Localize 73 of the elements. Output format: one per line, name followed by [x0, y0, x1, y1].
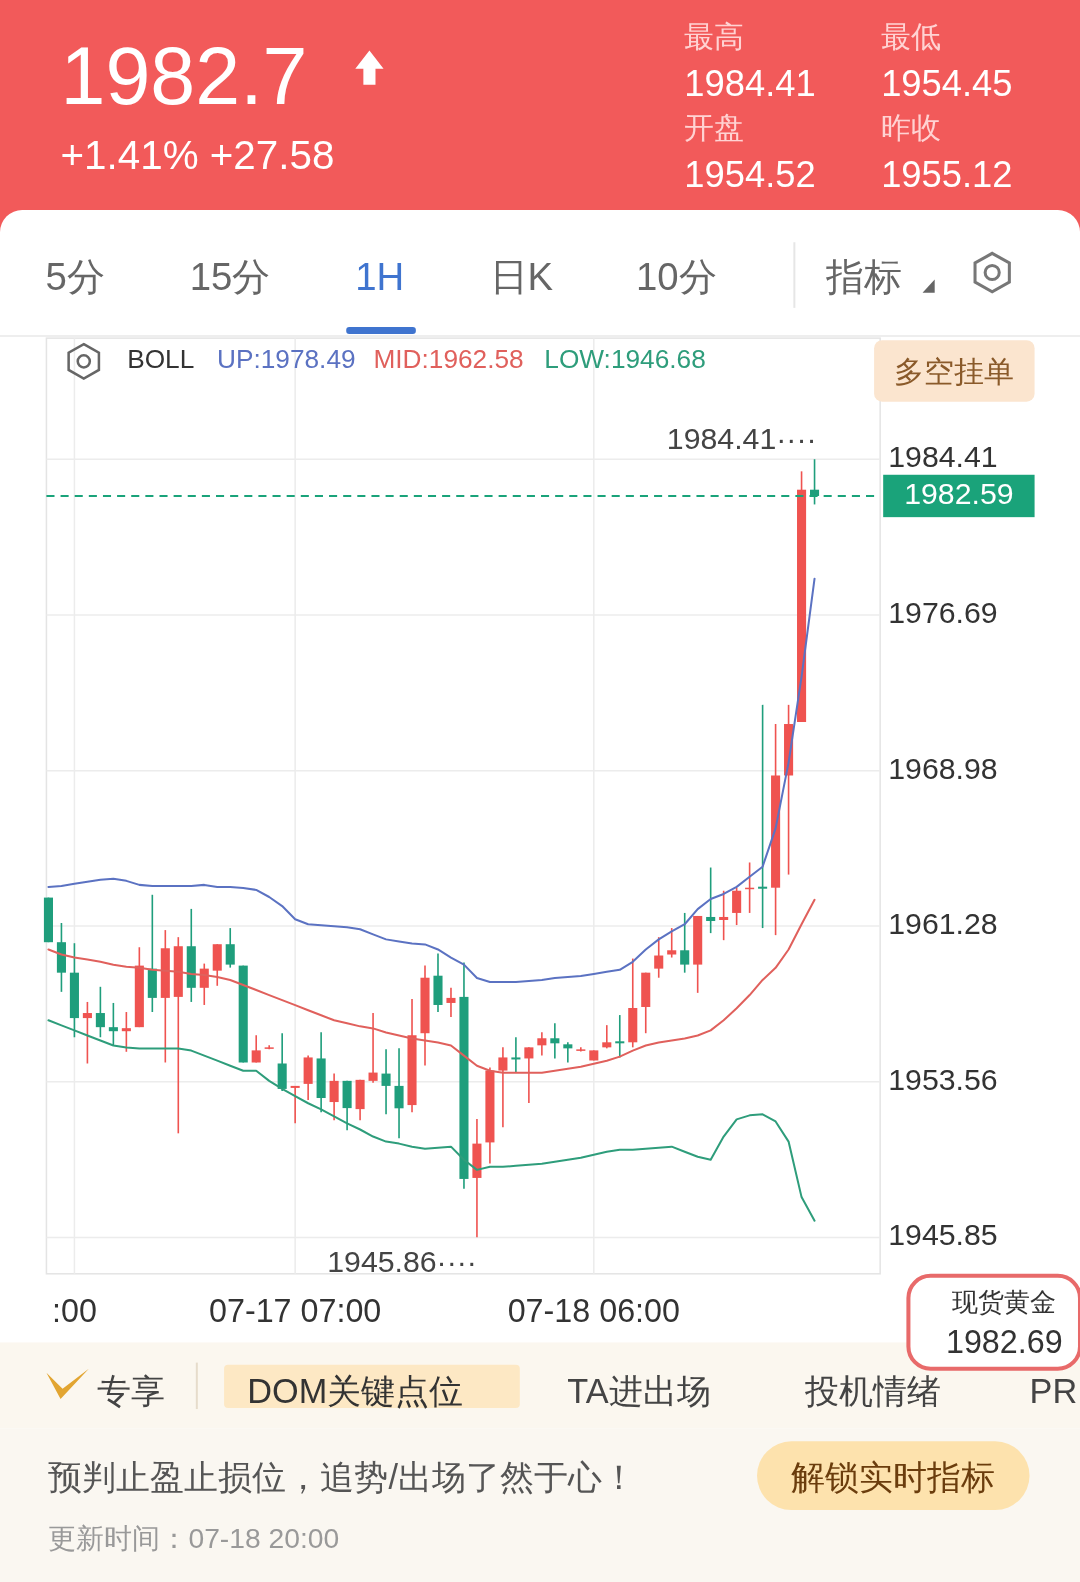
- candlestick: [524, 1046, 534, 1104]
- text: 指标: [824, 254, 902, 298]
- x-tick-label: 07-17 07:00: [208, 1293, 382, 1330]
- candlestick: [680, 912, 690, 974]
- text: MID:1962.58: [373, 344, 524, 375]
- candlestick: [251, 1034, 261, 1064]
- line-series: [47, 577, 816, 983]
- ref-line-label: 1982.59: [904, 476, 1014, 510]
- text: 15分: [189, 254, 271, 298]
- candlestick: [108, 1002, 118, 1047]
- candlestick: [732, 886, 742, 926]
- candlestick: [225, 927, 235, 969]
- text: 专享: [96, 1372, 165, 1410]
- text: +1.41% +27.58: [60, 131, 335, 178]
- legend-title: BOLL: [127, 344, 195, 375]
- candlestick: [381, 1048, 391, 1116]
- candlestick: [82, 1001, 92, 1065]
- text: 现货黄金: [952, 1287, 1057, 1318]
- candlestick: [446, 987, 456, 1018]
- candlestick: [719, 889, 729, 941]
- y-tick-label: 1953.56: [888, 1062, 998, 1096]
- annotation: 1945.86····: [327, 1244, 477, 1278]
- text: 1H: [355, 254, 405, 298]
- text: UP:1978.49: [217, 344, 356, 375]
- candlestick: [654, 936, 664, 979]
- text: 1982.69: [945, 1323, 1063, 1360]
- candlestick: [550, 1022, 560, 1060]
- text: 1955.12: [881, 153, 1013, 195]
- y-tick-label: 1984.41: [888, 440, 998, 474]
- text: 多空挂单: [893, 354, 1014, 388]
- text: 最高: [684, 20, 745, 54]
- text: 投机情绪: [804, 1372, 942, 1410]
- text: 1954.52: [684, 153, 816, 195]
- y-tick-label: 1976.69: [888, 596, 998, 630]
- candlestick: [368, 1012, 378, 1084]
- candlestick: [290, 1085, 300, 1125]
- candlestick: [667, 927, 677, 959]
- text: DOM关键点位: [247, 1372, 464, 1410]
- text: 1984.41: [684, 62, 816, 104]
- text: LOW:1946.68: [544, 344, 706, 375]
- x-tick-label: :00: [51, 1293, 97, 1330]
- text: 最低: [881, 20, 942, 54]
- candlestick: [602, 1024, 612, 1050]
- candlestick: [758, 704, 768, 929]
- candlestick: [615, 1014, 625, 1059]
- candlestick: [394, 1047, 404, 1140]
- x-tick-label: 07-18 06:00: [507, 1293, 680, 1330]
- text: 解锁实时指标: [791, 1457, 996, 1496]
- candlestick: [95, 985, 105, 1039]
- text: 1982.7: [60, 30, 308, 121]
- annotation: 1984.41····: [666, 422, 817, 456]
- text: 开盘: [684, 111, 745, 145]
- line-series: [47, 1019, 816, 1222]
- candlestick: [706, 866, 716, 934]
- candlestick: [563, 1041, 573, 1064]
- text: 5分: [45, 254, 105, 298]
- line-series: [47, 898, 816, 1074]
- candlestick: [498, 1046, 508, 1129]
- text: 预判止盈止损位，追势/出场了然于心！: [48, 1457, 636, 1496]
- text: 日K: [489, 254, 554, 298]
- text: 1954.45: [881, 62, 1013, 104]
- candlestick: [537, 1031, 547, 1057]
- text: TA进出场: [567, 1372, 711, 1410]
- text: 昨收: [881, 111, 942, 145]
- candlestick: [511, 1036, 521, 1074]
- candlestick: [121, 1011, 131, 1053]
- text: 更新时间：07-18 20:00: [48, 1522, 340, 1555]
- y-tick-label: 1961.28: [888, 907, 998, 941]
- text: PR: [1029, 1372, 1078, 1410]
- y-tick-label: 1945.85: [888, 1218, 998, 1252]
- text: 10分: [635, 254, 717, 298]
- y-tick-label: 1968.98: [888, 751, 998, 785]
- candlestick: [329, 1072, 339, 1122]
